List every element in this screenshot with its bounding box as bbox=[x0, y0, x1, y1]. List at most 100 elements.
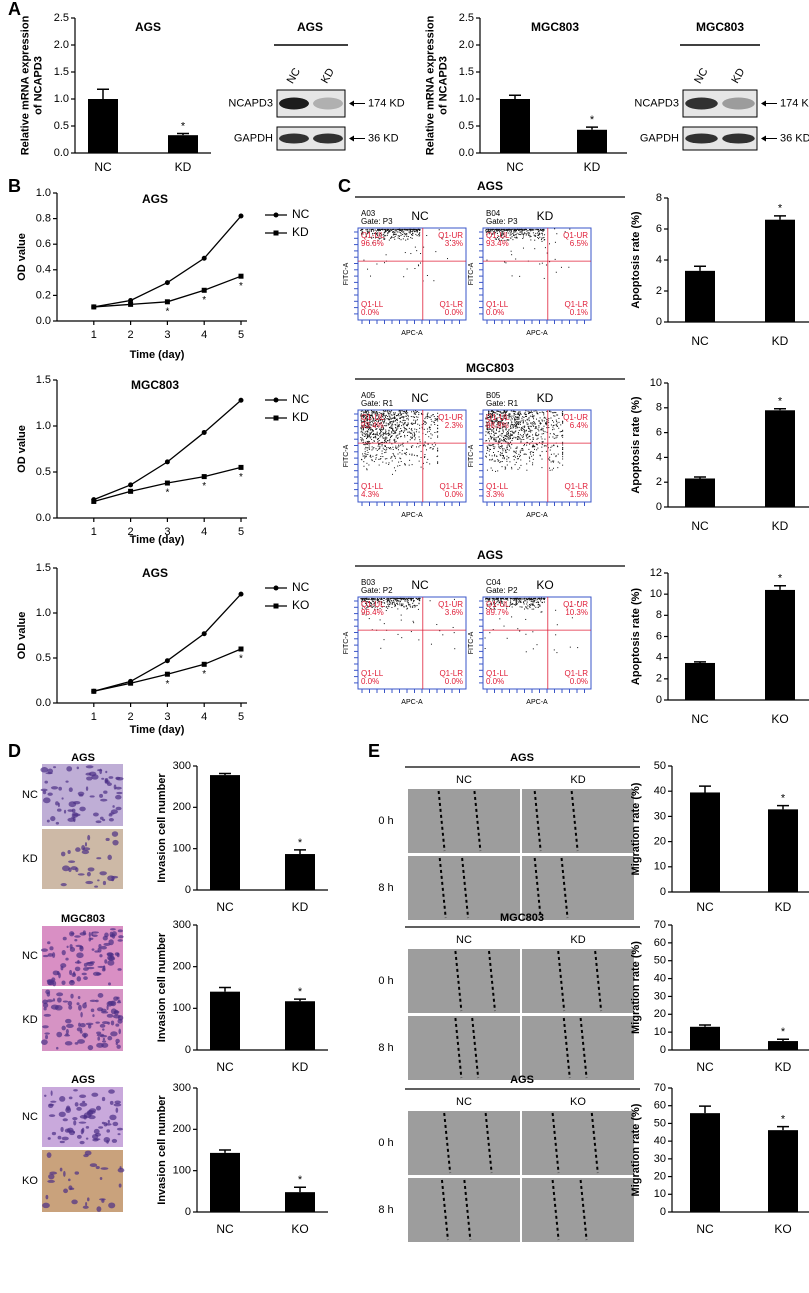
flow-event bbox=[490, 235, 492, 237]
flow-event bbox=[378, 419, 380, 421]
flow-event bbox=[383, 421, 385, 423]
flow-event bbox=[545, 450, 547, 452]
flow-event bbox=[518, 458, 520, 460]
x-tick-label: 5 bbox=[238, 329, 244, 341]
cell bbox=[51, 1131, 57, 1136]
flow-event bbox=[376, 608, 378, 610]
flow-event bbox=[381, 453, 383, 455]
flow-event bbox=[361, 597, 363, 599]
cell bbox=[119, 1166, 122, 1170]
flow-event bbox=[545, 422, 547, 424]
flow-event bbox=[420, 253, 422, 255]
flow-event bbox=[485, 418, 487, 420]
cell bbox=[96, 1007, 104, 1012]
flow-event bbox=[488, 229, 490, 231]
flow-event bbox=[489, 416, 491, 418]
flow-event bbox=[380, 432, 382, 434]
cell bbox=[85, 880, 94, 885]
flow-event bbox=[394, 229, 396, 231]
cell bbox=[79, 1030, 83, 1034]
flow-event bbox=[488, 598, 490, 600]
flow-event bbox=[392, 449, 394, 451]
flow-event bbox=[528, 418, 530, 420]
flow-event bbox=[541, 240, 543, 242]
flow-event bbox=[571, 617, 573, 619]
error-bar bbox=[294, 1186, 306, 1193]
quadrant-percent: 0.0% bbox=[486, 308, 504, 317]
flow-event bbox=[377, 425, 379, 427]
wound-edge bbox=[463, 1179, 472, 1241]
flow-event bbox=[399, 412, 401, 414]
error-bar bbox=[694, 476, 706, 479]
flow-event bbox=[523, 425, 525, 427]
flow-event bbox=[492, 414, 494, 416]
flow-event bbox=[378, 420, 380, 422]
quadrant-percent: 0.0% bbox=[361, 677, 379, 686]
flow-event bbox=[487, 446, 489, 448]
flow-event bbox=[396, 418, 398, 420]
flow-event bbox=[505, 436, 507, 438]
flow-event bbox=[402, 597, 404, 599]
flow-event bbox=[517, 413, 519, 415]
flow-event bbox=[380, 237, 382, 239]
flow-event bbox=[388, 228, 390, 230]
flow-event bbox=[496, 230, 498, 232]
flow-event bbox=[542, 237, 544, 239]
flow-event bbox=[403, 419, 405, 421]
flow-event bbox=[534, 597, 536, 599]
flow-event bbox=[519, 231, 521, 233]
flow-event bbox=[405, 452, 407, 454]
flow-event bbox=[541, 429, 543, 431]
x-tick-label: KO bbox=[774, 1222, 791, 1236]
flow-event bbox=[504, 466, 506, 468]
flow-event bbox=[384, 602, 386, 604]
flow-event bbox=[486, 424, 488, 426]
cell bbox=[67, 817, 75, 822]
flow-event bbox=[378, 464, 380, 466]
flow-event bbox=[404, 228, 406, 230]
flow-event bbox=[510, 234, 512, 236]
cell bbox=[99, 954, 103, 958]
flow-event bbox=[506, 445, 508, 447]
flow-event bbox=[523, 598, 525, 600]
quadrant-name: Q1-LR bbox=[564, 482, 588, 491]
flow-event bbox=[426, 422, 428, 424]
cell bbox=[61, 1136, 69, 1141]
flow-event bbox=[518, 436, 520, 438]
wound-image bbox=[408, 856, 520, 920]
flow-event bbox=[401, 450, 403, 452]
flow-event bbox=[400, 239, 402, 241]
flow-event bbox=[364, 420, 366, 422]
flow-event bbox=[514, 604, 516, 606]
quadrant-name: Q1-UR bbox=[563, 600, 588, 609]
cell bbox=[100, 945, 107, 950]
x-tick-label: NC bbox=[691, 334, 709, 348]
flow-event bbox=[536, 444, 538, 446]
cell bbox=[76, 1134, 82, 1139]
flow-event bbox=[504, 440, 506, 442]
flow-event bbox=[525, 598, 527, 600]
sample-id: B04 bbox=[486, 209, 501, 218]
flow-event bbox=[562, 448, 564, 450]
flow-event bbox=[402, 423, 404, 425]
y-tick-label: 300 bbox=[173, 919, 191, 931]
flow-event bbox=[529, 604, 531, 606]
flow-event bbox=[489, 632, 491, 634]
y-tick-label: 0 bbox=[656, 501, 662, 513]
cell bbox=[47, 941, 51, 945]
flow-event bbox=[500, 421, 502, 423]
flow-event bbox=[529, 435, 531, 437]
flow-event bbox=[410, 229, 412, 231]
flow-event bbox=[519, 598, 521, 600]
flow-event bbox=[518, 426, 520, 428]
flow-event bbox=[379, 423, 381, 425]
flow-event bbox=[385, 414, 387, 416]
flow-event bbox=[545, 423, 547, 425]
flow-event bbox=[507, 230, 509, 232]
flow-event bbox=[547, 447, 549, 449]
marker bbox=[164, 299, 170, 305]
flow-event bbox=[373, 440, 375, 442]
flow-event bbox=[360, 415, 362, 417]
bar bbox=[685, 270, 715, 322]
flow-event bbox=[393, 237, 395, 239]
